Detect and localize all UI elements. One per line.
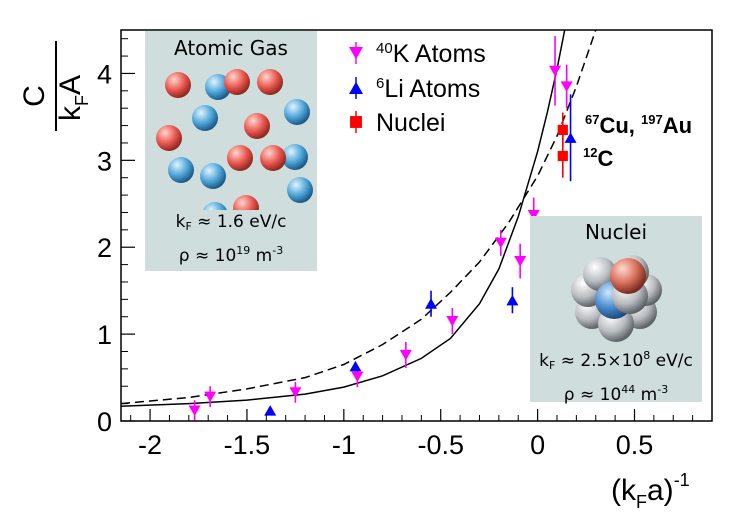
atomic-gas-kf-value: ≈ 1.6 eV/c <box>191 212 287 232</box>
atomic-gas-kf: kF ≈ 1.6 eV/c <box>145 210 317 239</box>
nuclei-rho-exp: 44 <box>621 383 636 396</box>
atomic-gas-title: Atomic Gas <box>174 36 288 60</box>
data-point <box>564 132 577 143</box>
series-li-atoms <box>264 94 577 416</box>
legend-marker <box>349 81 363 94</box>
x-axis-label: (kFa)-1 <box>611 470 690 512</box>
data-point <box>506 294 519 306</box>
nucleus-illustration <box>571 255 662 342</box>
atomic-gas-kf-symbol: k <box>175 212 186 232</box>
y-label-denominator: kFA <box>54 75 92 121</box>
blue-atom <box>200 163 226 189</box>
atomic-gas-inset: Atomic Gas kF ≈ 1.6 eV/c ρ ≈ 1019 m-3 <box>145 31 317 271</box>
y-tick-label: 2 <box>97 233 112 263</box>
nuclei-kf-exp: 8 <box>643 349 651 362</box>
data-point <box>514 256 527 267</box>
nuclei-rho: ρ ≈ 10 <box>563 385 622 405</box>
blue-atom <box>168 157 194 183</box>
nuclei-density: ρ ≈ 1044 m-3 <box>530 378 702 407</box>
data-point <box>289 387 302 398</box>
red-atom <box>233 195 259 210</box>
red-atom <box>224 69 250 95</box>
data-point <box>494 237 507 249</box>
data-point <box>204 391 217 403</box>
data-point <box>557 150 568 162</box>
nucleus-spheres <box>571 255 662 342</box>
atomic-gas-rho-unit: m <box>250 246 273 266</box>
red-atom <box>244 113 270 139</box>
x-tick-label: -1.5 <box>224 430 271 460</box>
y-label-numerator: C <box>18 85 51 107</box>
atomic-gas-illustration <box>156 69 313 210</box>
data-point <box>349 360 362 372</box>
blue-atom <box>192 105 218 131</box>
data-point <box>264 405 277 416</box>
nuclei-kf-symbol: k <box>539 351 549 371</box>
atomic-gas-rho: ρ ≈ 10 <box>178 246 237 266</box>
annotation-c12: 12C <box>583 145 613 171</box>
blue-atom <box>287 177 313 203</box>
red-atom <box>156 125 182 151</box>
data-point <box>560 81 573 92</box>
legend: 40K Atoms 6Li Atoms Nuclei <box>349 40 486 137</box>
x-tick-label: -2 <box>138 430 162 460</box>
red-atom <box>165 72 191 98</box>
dashed-theory-curve <box>121 30 597 405</box>
nuclei-kf-sub: F <box>548 359 556 372</box>
annotation-cu-au: 67Cu, 197Au <box>585 112 692 138</box>
data-point <box>188 405 201 416</box>
y-tick-label: 0 <box>97 407 112 437</box>
x-tick-label: -0.5 <box>417 430 464 460</box>
legend-label: Nuclei <box>376 109 445 137</box>
nuclei-rho-unit-exp: -3 <box>657 383 669 396</box>
atomic-gas-kf-sub: F <box>185 220 192 233</box>
blue-atom <box>282 144 308 170</box>
y-tick-label: 4 <box>97 59 112 89</box>
data-point <box>399 349 412 361</box>
atomic-gas-density: ρ ≈ 1019 m-3 <box>145 239 317 268</box>
data-point <box>557 124 568 136</box>
data-point <box>549 65 562 77</box>
x-tick-label: 0 <box>530 430 545 460</box>
solid-theory-curve <box>121 30 566 407</box>
data-point <box>527 209 540 221</box>
red-atom <box>227 145 253 171</box>
legend-marker <box>350 116 362 128</box>
nuclei-inset: Nuclei <box>530 216 702 405</box>
atomic-gas-rho-exp: 19 <box>236 244 251 257</box>
legend-label: 40K Atoms <box>376 40 486 68</box>
nuclei-kf-value: ≈ 2.5×10 <box>555 351 644 371</box>
series-k-atoms <box>188 36 573 421</box>
series-nuclei <box>557 112 568 178</box>
y-tick-label: 3 <box>97 146 112 176</box>
red-atom <box>257 69 283 95</box>
atomic-gas-rho-unit-exp: -3 <box>272 244 284 257</box>
y-tick-label: 1 <box>97 320 112 350</box>
data-point <box>446 315 459 327</box>
nuclei-rho-unit: m <box>635 385 658 405</box>
legend-label: 6Li Atoms <box>376 75 480 103</box>
legend-marker <box>349 47 363 60</box>
blue-atom <box>203 202 227 210</box>
nuclei-kf: kF ≈ 2.5×108 eV/c <box>530 344 702 378</box>
data-point <box>425 298 438 309</box>
red-atom <box>260 145 286 171</box>
plot-frame <box>120 29 713 422</box>
nuclei-kf-unit: eV/c <box>650 351 693 371</box>
x-tick-label: -1 <box>332 430 356 460</box>
data-point <box>351 371 364 383</box>
blue-atom <box>284 99 310 125</box>
x-tick-label: 0.5 <box>616 430 654 460</box>
nuclei-title: Nuclei <box>584 220 648 244</box>
